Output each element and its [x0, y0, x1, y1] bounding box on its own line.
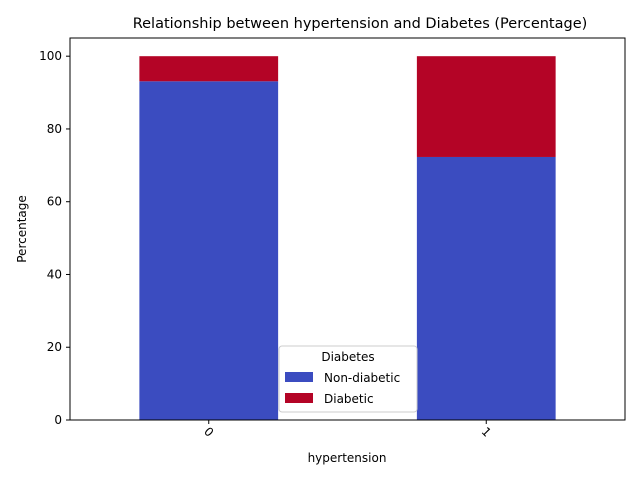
x-axis-label: hypertension — [308, 451, 387, 465]
y-tick-label: 60 — [47, 195, 62, 209]
legend: Diabetes Non-diabetic Diabetic — [278, 345, 418, 413]
legend-title: Diabetes — [321, 350, 374, 364]
bar-diabetic-1 — [416, 56, 556, 157]
x-tick-label: 1 — [479, 424, 494, 439]
legend-swatch-non-diabetic — [285, 372, 313, 382]
legend-swatch-diabetic — [285, 393, 313, 403]
y-tick-label: 20 — [47, 340, 62, 354]
y-tick-label: 0 — [54, 413, 62, 427]
x-tick-label: 0 — [201, 424, 216, 439]
bar-non-diabetic-1 — [416, 156, 556, 420]
bar-diabetic-0 — [139, 56, 279, 82]
plot-frame — [69, 37, 626, 421]
chart-title: Relationship between hypertension and Di… — [133, 16, 588, 32]
legend-label-non-diabetic: Non-diabetic — [324, 371, 400, 385]
legend-label-diabetic: Diabetic — [324, 392, 374, 406]
y-axis-label: Percentage — [15, 195, 29, 263]
y-tick-label: 40 — [47, 267, 62, 281]
y-tick-label: 80 — [47, 122, 62, 136]
legend-frame — [278, 345, 418, 413]
bar-non-diabetic-0 — [139, 81, 279, 420]
y-tick-label: 100 — [39, 49, 62, 63]
